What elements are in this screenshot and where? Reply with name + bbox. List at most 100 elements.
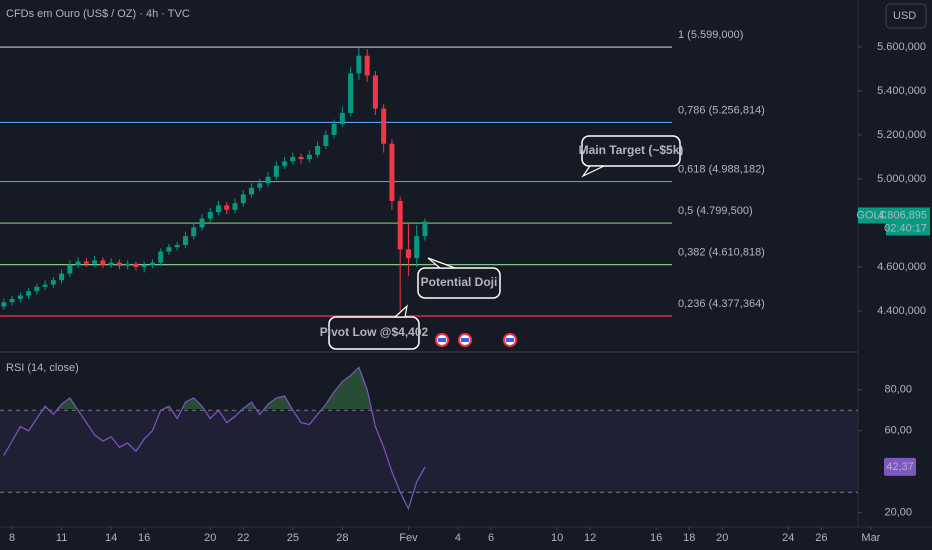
- candle-body: [232, 203, 238, 210]
- countdown: 02:40:17: [884, 222, 927, 234]
- y-tick-label: 5.600,000: [877, 41, 926, 53]
- candle-body: [273, 165, 279, 177]
- candle-body: [125, 263, 131, 266]
- price-tag: [886, 207, 930, 236]
- annotation-tail: [427, 257, 456, 269]
- candle-body: [422, 221, 428, 237]
- fib-label: 0,786 (5.256,814): [678, 104, 765, 116]
- y-tick-label: 4.400,000: [877, 305, 926, 317]
- x-tick-label: 6: [488, 532, 494, 544]
- y-tick-label: 5.000,000: [877, 173, 926, 185]
- candle-body: [397, 200, 403, 250]
- candle-body: [149, 262, 155, 265]
- candle-body: [389, 143, 395, 201]
- candle-body: [249, 187, 255, 195]
- currency-label[interactable]: USD: [893, 10, 916, 22]
- x-tick-label: Mar: [861, 532, 880, 544]
- candle-body: [405, 249, 411, 259]
- x-tick-label: 28: [336, 532, 348, 544]
- candle-body: [224, 205, 230, 210]
- candle-body: [216, 205, 222, 212]
- candle-body: [17, 295, 23, 299]
- x-tick-label: Fev: [399, 532, 418, 544]
- currency-button[interactable]: [885, 3, 927, 29]
- fib-label: 0,236 (4.377,364): [678, 298, 765, 310]
- candle-body: [9, 298, 15, 303]
- y-tick-label: 4.600,000: [877, 261, 926, 273]
- x-tick-label: 18: [683, 532, 695, 544]
- y-tick-label: 5.200,000: [877, 129, 926, 141]
- candle-body: [257, 183, 263, 188]
- candle-body: [67, 264, 73, 274]
- symbol-tag: [858, 207, 886, 224]
- rsi-value-tag: [884, 457, 916, 476]
- y-tick-label: 80,00: [884, 384, 912, 396]
- candle-body: [158, 251, 164, 263]
- x-tick-label: 20: [716, 532, 728, 544]
- candle-body: [282, 161, 288, 166]
- event-flags: [435, 333, 517, 347]
- candle-body: [298, 156, 304, 160]
- candle-body: [191, 227, 197, 237]
- candle-body: [331, 123, 337, 135]
- candle-body: [59, 273, 65, 281]
- candle-body: [199, 218, 205, 228]
- candle-body: [348, 73, 354, 113]
- candle-body: [92, 260, 98, 264]
- x-tick-label: 11: [56, 532, 67, 544]
- candle-body: [372, 75, 378, 109]
- rsi-title: RSI (14, close): [6, 362, 79, 374]
- candle-body: [83, 261, 89, 264]
- annotation-box: [328, 316, 420, 350]
- fib-label: 1 (5.599,000): [678, 29, 743, 41]
- candle-body: [339, 112, 345, 124]
- candle-body: [42, 284, 48, 287]
- candle-body: [141, 264, 147, 268]
- candle-body: [116, 262, 122, 266]
- overbought-fill: [43, 367, 372, 409]
- x-tick-label: 12: [584, 532, 596, 544]
- y-tick-label: 5.400,000: [877, 85, 926, 97]
- rsi-line: [3, 366, 426, 511]
- candle-body: [240, 194, 246, 204]
- candle-body: [323, 134, 329, 146]
- x-tick-label: 16: [138, 532, 150, 544]
- flag-detail: [461, 338, 469, 342]
- candle-body: [174, 245, 180, 248]
- y-tick-label: 60,00: [884, 425, 912, 437]
- price-tag-label: 4.806,895: [878, 209, 927, 221]
- annotation-box: [417, 267, 501, 299]
- x-tick-label: 8: [9, 532, 15, 544]
- candle-body: [290, 156, 296, 162]
- candle-body: [26, 291, 32, 296]
- candle-body: [166, 247, 172, 252]
- fib-label: 0,5 (4.799,500): [678, 205, 753, 217]
- rsi-value-label: 42,37: [886, 461, 914, 473]
- annotation-box: [581, 135, 681, 167]
- rsi-band-fill: [0, 410, 858, 493]
- annotation-tail: [581, 165, 605, 178]
- fib-label: 0,618 (4.988,182): [678, 163, 765, 175]
- fib-label: 0,382 (4.610,818): [678, 247, 765, 259]
- candle-body: [381, 108, 387, 144]
- flag-detail: [506, 338, 514, 342]
- y-tick-label: 20,00: [884, 507, 912, 519]
- candle-body: [182, 236, 188, 245]
- x-tick-label: 22: [237, 532, 249, 544]
- x-tick-label: 4: [455, 532, 461, 544]
- candle-body: [34, 286, 40, 292]
- candle-body: [306, 154, 312, 160]
- x-tick-label: 16: [650, 532, 662, 544]
- candle-body: [75, 261, 81, 265]
- candle-body: [133, 263, 139, 268]
- annotation-text: Main Target (~$5k): [579, 143, 684, 157]
- symbol-label: GOLD: [856, 209, 887, 221]
- candle-body: [364, 55, 370, 76]
- candle-body: [414, 236, 420, 259]
- candle-body: [100, 260, 106, 265]
- annotation-text: Pivot Low @$4,402: [320, 325, 429, 339]
- annotation-tail: [393, 304, 408, 318]
- x-tick-label: 24: [782, 532, 794, 544]
- candle-body: [315, 145, 321, 155]
